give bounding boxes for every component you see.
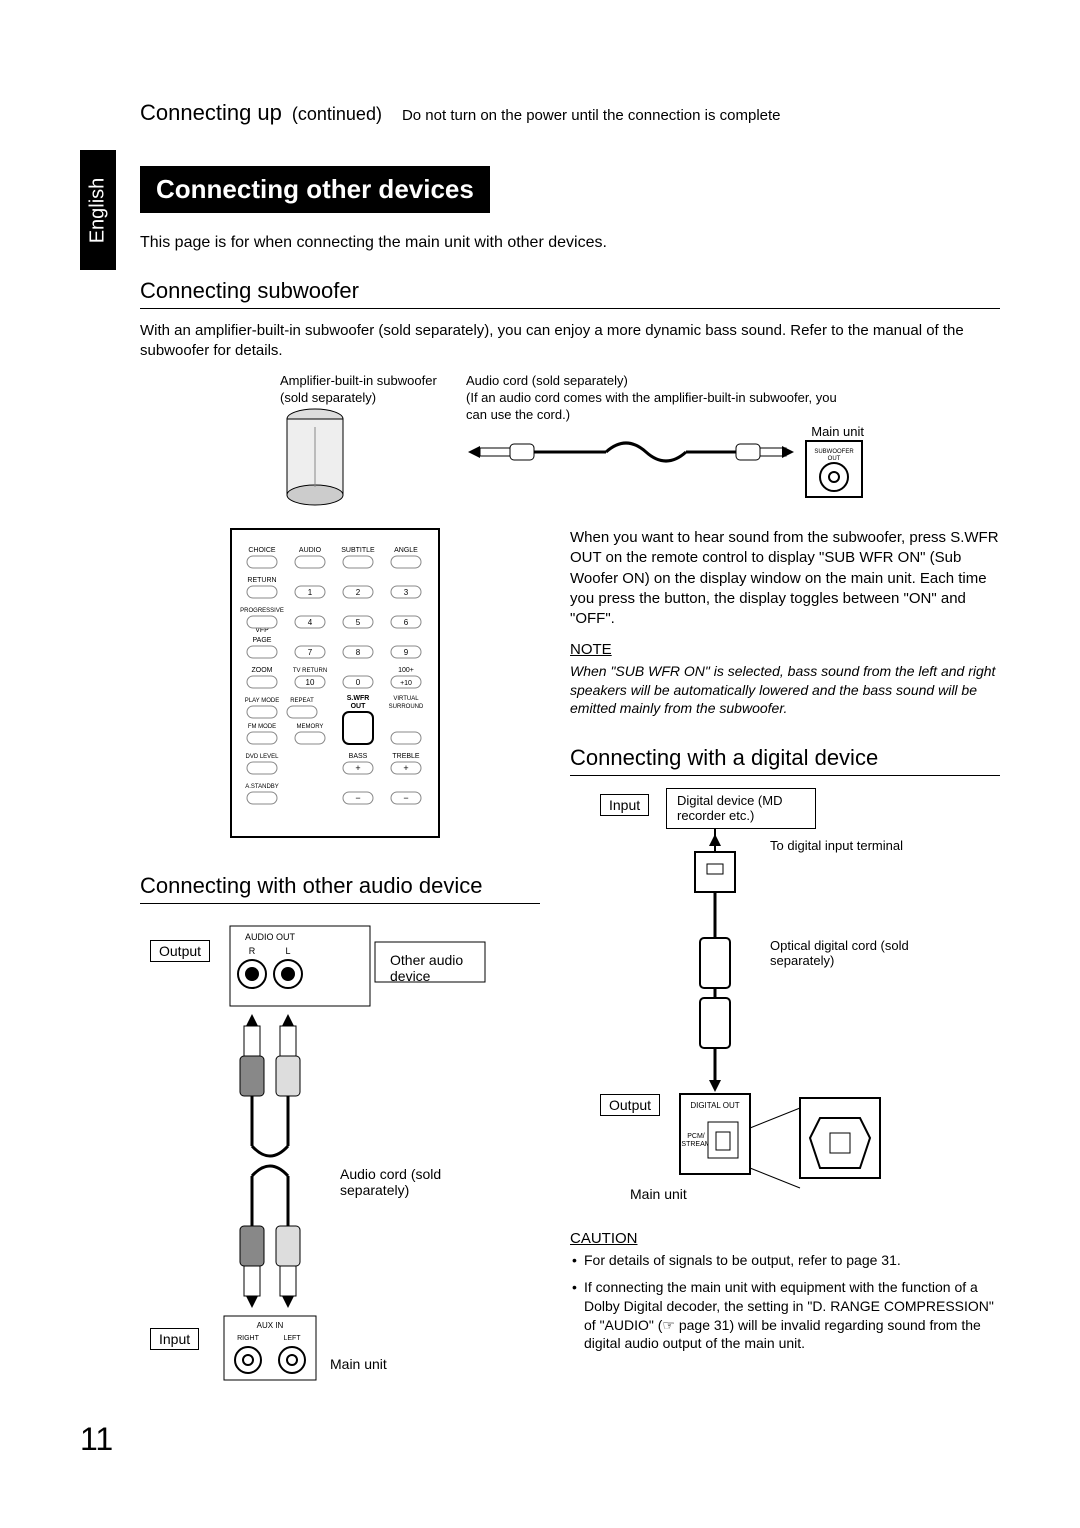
to-terminal-label: To digital input terminal	[770, 838, 903, 853]
svg-text:−: −	[403, 793, 408, 803]
svg-text:SUBWOOFER: SUBWOOFER	[814, 449, 854, 455]
svg-text:7: 7	[308, 648, 313, 657]
svg-text:100+: 100+	[398, 667, 414, 674]
main-unit-label-2: Main unit	[330, 1356, 387, 1372]
svg-text:2: 2	[356, 588, 361, 597]
language-label: English	[87, 177, 110, 243]
svg-text:LEFT: LEFT	[283, 1335, 301, 1342]
svg-text:BASS: BASS	[349, 753, 368, 760]
svg-text:RETURN: RETURN	[247, 577, 276, 584]
svg-text:8: 8	[356, 648, 361, 657]
svg-text:TREBLE: TREBLE	[392, 753, 420, 760]
svg-text:1: 1	[308, 588, 313, 597]
main-unit-label: Main unit	[804, 424, 864, 439]
svg-text:VIRTUAL: VIRTUAL	[393, 696, 419, 702]
svg-text:10: 10	[306, 678, 315, 687]
svg-text:SURROUND: SURROUND	[389, 704, 424, 710]
svg-text:RIGHT: RIGHT	[237, 1335, 260, 1342]
svg-text:OUT: OUT	[351, 703, 367, 710]
divider	[140, 903, 540, 904]
svg-text:SUBTITLE: SUBTITLE	[341, 547, 375, 554]
audio-cable-icon	[466, 424, 796, 484]
subwoofer-body: With an amplifier-built-in subwoofer (so…	[140, 321, 1000, 362]
page-header: Connecting up (continued) Do not turn on…	[140, 100, 1000, 126]
svg-text:DVD LEVEL: DVD LEVEL	[245, 754, 279, 760]
output-label: Output	[150, 940, 210, 962]
svg-text:TV RETURN: TV RETURN	[293, 668, 327, 674]
svg-text:MEMORY: MEMORY	[297, 724, 324, 730]
main-unit-label-3: Main unit	[630, 1186, 687, 1202]
svg-text:6: 6	[404, 618, 409, 627]
svg-text:AUDIO OUT: AUDIO OUT	[245, 932, 296, 942]
svg-text:PLAY MODE: PLAY MODE	[245, 698, 279, 704]
svg-text:DIGITAL OUT: DIGITAL OUT	[690, 1101, 739, 1110]
header-warning: Do not turn on the power until the conne…	[402, 107, 781, 124]
section-title: Connecting other devices	[140, 166, 490, 213]
other-device-label: Other audio device	[390, 952, 490, 984]
svg-text:AUX IN: AUX IN	[257, 1321, 284, 1330]
note-body: When "SUB WFR ON" is selected, bass soun…	[570, 662, 1000, 717]
svg-text:+: +	[355, 763, 360, 773]
svg-text:0: 0	[356, 678, 361, 687]
caution-bullet-1: For details of signals to be output, ref…	[584, 1251, 1000, 1270]
svg-text:S.WFR: S.WFR	[347, 695, 370, 702]
svg-text:PCM/: PCM/	[687, 1133, 705, 1140]
optical-cord-label: Optical digital cord (sold separately)	[770, 938, 910, 968]
input-label: Input	[150, 1328, 199, 1350]
other-audio-diagram: Output AUDIO OUT R L	[140, 916, 540, 1456]
digital-heading: Connecting with a digital device	[570, 745, 1000, 771]
svg-text:STREAM: STREAM	[681, 1141, 710, 1148]
svg-text:OUT: OUT	[828, 456, 841, 462]
svg-text:A.STANDBY: A.STANDBY	[245, 784, 279, 790]
subwoofer-icon	[280, 407, 350, 507]
language-tab: English	[80, 150, 116, 270]
svg-text:L: L	[285, 946, 290, 956]
svg-text:9: 9	[404, 648, 409, 657]
svg-text:4: 4	[308, 618, 313, 627]
cord-caption-sub: (If an audio cord comes with the amplifi…	[466, 390, 846, 424]
subwoofer-heading: Connecting subwoofer	[140, 278, 1000, 304]
subwoofer-explain: When you want to hear sound from the sub…	[570, 528, 1000, 629]
svg-text:R: R	[249, 946, 256, 956]
other-audio-heading: Connecting with other audio device	[140, 873, 540, 899]
svg-text:PROGRESSIVE: PROGRESSIVE	[240, 608, 284, 614]
caution-label: CAUTION	[570, 1230, 1000, 1247]
svg-text:+: +	[403, 763, 408, 773]
svg-text:ZOOM: ZOOM	[252, 667, 273, 674]
subwoofer-diagram-row: Amplifier-built-in subwoofer (sold separ…	[140, 373, 1000, 512]
digital-output-label: Output	[600, 1094, 660, 1116]
cord-caption: Audio cord (sold separately)	[466, 373, 864, 390]
header-continued: (continued)	[292, 104, 382, 125]
subwoofer-out-jack-icon: SUBWOOFER OUT	[804, 439, 864, 499]
intro-text: This page is for when connecting the mai…	[140, 233, 1000, 254]
digital-diagram: Input Digital device (MD recorder etc.)	[570, 788, 1000, 1218]
caution-bullet-2: If connecting the main unit with equipme…	[584, 1278, 1000, 1354]
subwoofer-caption: Amplifier-built-in subwoofer (sold separ…	[280, 373, 450, 407]
svg-text:3: 3	[404, 588, 409, 597]
divider	[570, 775, 1000, 776]
svg-text:REPEAT: REPEAT	[290, 698, 314, 704]
svg-text:5: 5	[356, 618, 361, 627]
header-title: Connecting up	[140, 100, 282, 126]
svg-text:+10: +10	[400, 680, 412, 687]
note-label: NOTE	[570, 641, 1000, 658]
svg-text:CHOICE: CHOICE	[248, 547, 276, 554]
audio-cord-label: Audio cord (sold separately)	[340, 1166, 470, 1198]
svg-text:AUDIO: AUDIO	[299, 547, 322, 554]
svg-text:PAGE: PAGE	[253, 637, 272, 644]
page-number: 11	[80, 1421, 113, 1458]
svg-text:ANGLE: ANGLE	[394, 547, 418, 554]
svg-text:FM MODE: FM MODE	[248, 724, 276, 730]
divider	[140, 308, 1000, 309]
remote-control-diagram: CHOICE AUDIO SUBTITLE ANGLE RETURN 1 2 3…	[230, 528, 440, 838]
svg-text:−: −	[355, 793, 360, 803]
